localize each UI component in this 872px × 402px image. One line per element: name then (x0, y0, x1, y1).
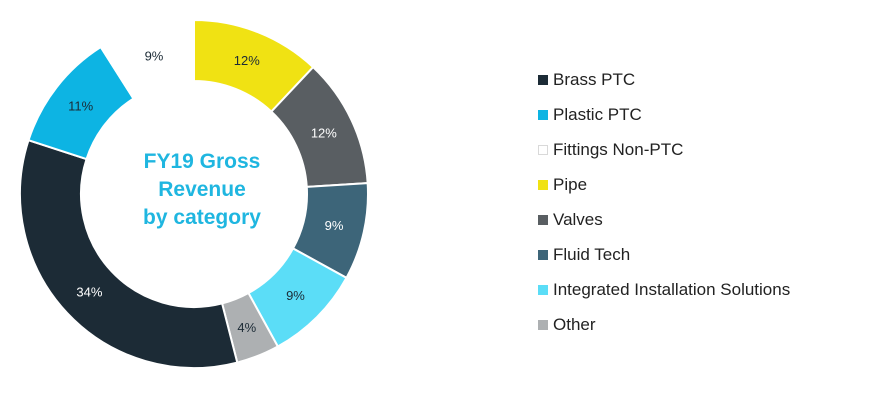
slice-label: 4% (237, 320, 256, 335)
legend-swatch (538, 109, 548, 120)
legend-swatch (538, 249, 548, 260)
legend-label: Fittings Non-PTC (553, 139, 684, 159)
legend-label: Plastic PTC (553, 104, 642, 124)
legend-label: Other (553, 314, 596, 334)
legend-item-pipe: Pipe (538, 167, 790, 202)
legend-item-fittings-non-ptc: Fittings Non-PTC (538, 132, 790, 167)
slice-label: 9% (286, 288, 305, 303)
slice-label: 11% (68, 99, 93, 114)
legend-swatch (538, 319, 548, 330)
chart-title-line-2: Revenue (158, 178, 246, 201)
slice-label: 9% (325, 218, 344, 233)
slice-label: 9% (145, 49, 164, 64)
legend-item-valves: Valves (538, 202, 790, 237)
legend-swatch (538, 144, 548, 155)
slice-label: 12% (234, 53, 260, 68)
legend-item-fluid-tech: Fluid Tech (538, 237, 790, 272)
legend-label: Valves (553, 209, 603, 229)
chart-title-line-1: FY19 Gross (143, 150, 261, 173)
legend-swatch (538, 284, 548, 295)
legend-label: Brass PTC (553, 69, 636, 89)
legend-item-brass-ptc: Brass PTC (538, 62, 790, 97)
legend-label: Pipe (553, 174, 588, 194)
legend-item-plastic-ptc: Plastic PTC (538, 97, 790, 132)
legend-label: Fluid Tech (553, 244, 631, 264)
chart-legend: Brass PTC Plastic PTC Fittings Non-PTC P… (538, 62, 790, 342)
legend-swatch (538, 179, 548, 190)
legend-swatch (538, 74, 548, 85)
slice-label: 34% (76, 285, 102, 300)
chart-title: FY19 Gross Revenue by category (112, 148, 292, 232)
chart-title-line-3: by category (143, 206, 261, 229)
slice-brass-ptc (19, 138, 239, 369)
legend-item-other: Other (538, 307, 790, 342)
legend-label: Integrated Installation Solutions (553, 279, 791, 299)
legend-swatch (538, 214, 548, 225)
legend-item-integrated-installation-solutions: Integrated Installation Solutions (538, 272, 790, 307)
slice-fittings-non-ptc (99, 18, 195, 100)
slice-label: 12% (311, 125, 337, 140)
